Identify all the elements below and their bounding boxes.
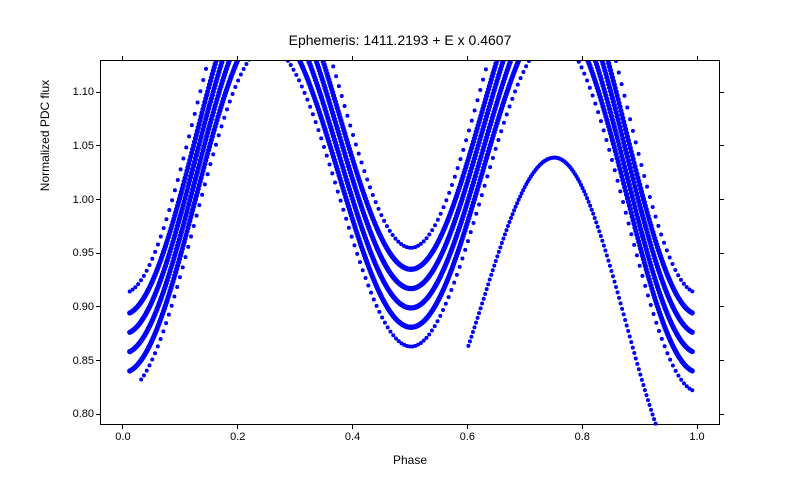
y-tick — [720, 414, 724, 415]
x-tick-label: 1.0 — [689, 431, 704, 443]
figure-container: Ephemeris: 1411.2193 + E x 0.4607 Phase … — [0, 0, 800, 500]
y-tick — [720, 145, 724, 146]
y-tick-label: 0.95 — [64, 247, 94, 259]
y-tick — [720, 92, 724, 93]
x-tick — [582, 56, 583, 60]
y-tick-label: 1.10 — [64, 86, 94, 98]
x-tick-label: 0.4 — [345, 431, 360, 443]
y-tick — [96, 360, 100, 361]
y-tick — [720, 360, 724, 361]
y-tick — [96, 145, 100, 146]
y-tick — [720, 306, 724, 307]
x-tick — [467, 425, 468, 429]
y-tick — [720, 199, 724, 200]
y-tick-label: 0.90 — [64, 301, 94, 313]
x-tick — [697, 56, 698, 60]
x-tick — [237, 56, 238, 60]
x-tick — [467, 56, 468, 60]
x-tick — [122, 56, 123, 60]
chart-title: Ephemeris: 1411.2193 + E x 0.4607 — [0, 32, 800, 48]
y-tick — [96, 253, 100, 254]
x-tick — [352, 425, 353, 429]
x-tick — [237, 425, 238, 429]
y-tick — [720, 253, 724, 254]
y-tick-label: 0.80 — [64, 408, 94, 420]
x-tick — [352, 56, 353, 60]
y-axis-label: Normalized PDC flux — [38, 0, 52, 318]
x-tick-label: 0.6 — [460, 431, 475, 443]
x-tick-label: 0.2 — [230, 431, 245, 443]
scatter-svg — [101, 61, 721, 426]
y-tick-label: 1.05 — [64, 140, 94, 152]
y-tick — [96, 306, 100, 307]
plot-area — [100, 60, 720, 425]
y-tick-label: 1.00 — [64, 194, 94, 206]
y-tick — [96, 414, 100, 415]
y-tick — [96, 199, 100, 200]
x-tick-label: 0.0 — [115, 431, 130, 443]
x-tick-label: 0.8 — [575, 431, 590, 443]
x-tick — [582, 425, 583, 429]
y-tick — [96, 92, 100, 93]
x-tick — [697, 425, 698, 429]
x-tick — [122, 425, 123, 429]
y-tick-label: 0.85 — [64, 355, 94, 367]
x-axis-label: Phase — [100, 453, 720, 467]
